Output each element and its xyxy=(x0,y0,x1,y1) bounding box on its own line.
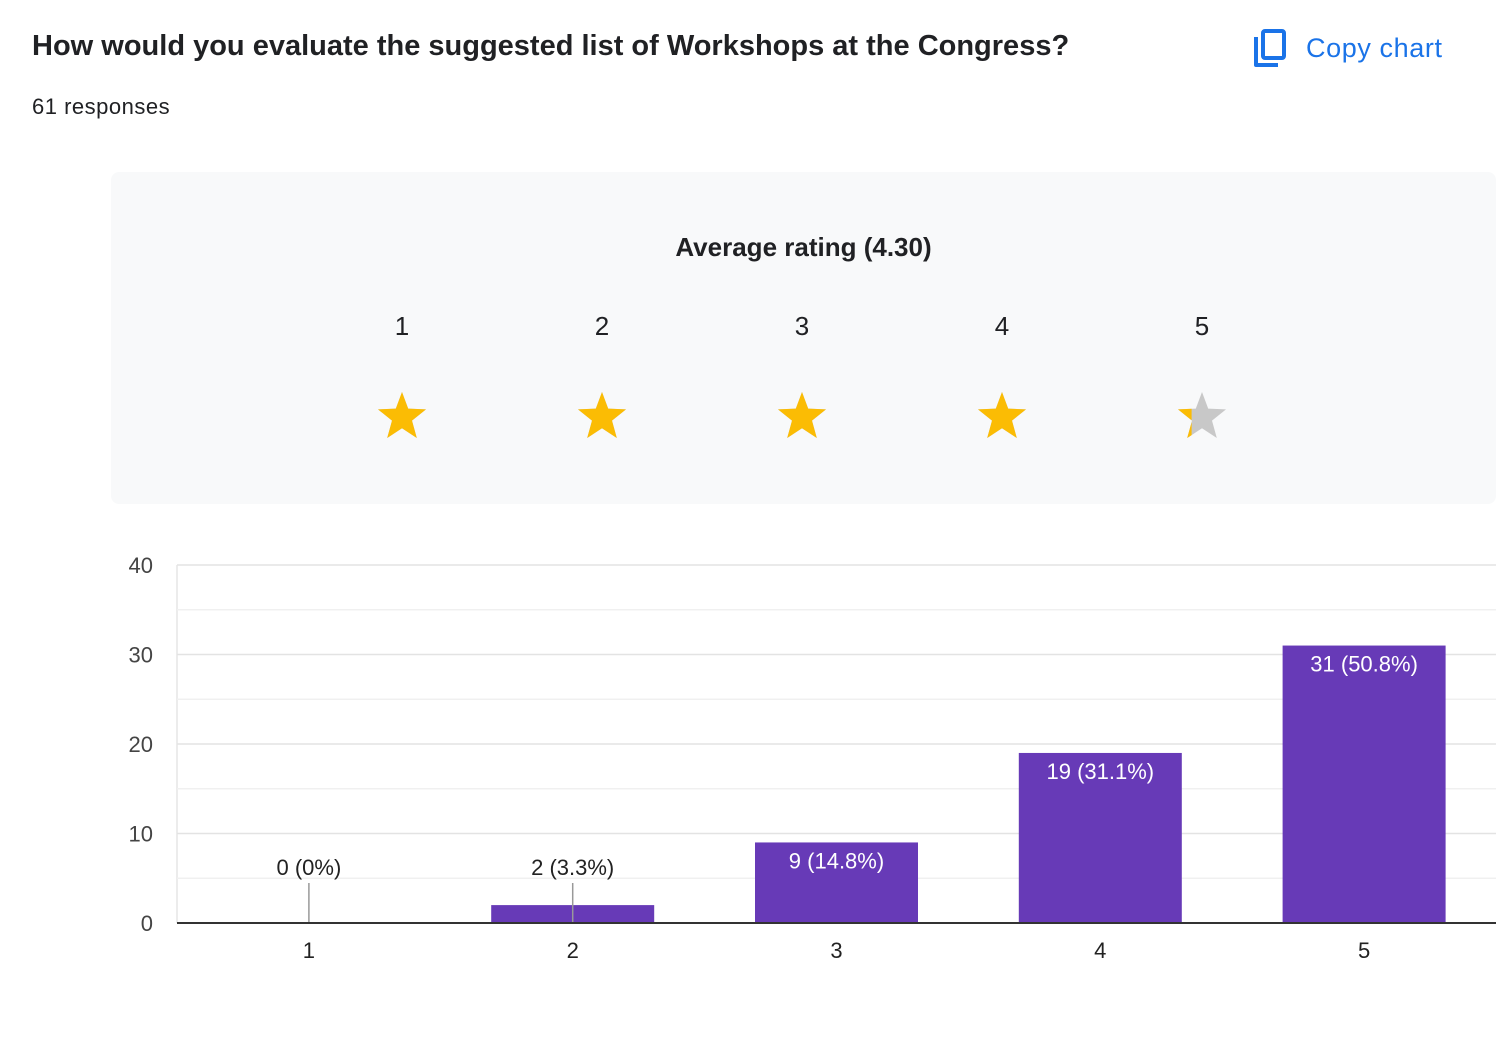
bar-data-label: 9 (14.8%) xyxy=(789,848,884,873)
star-column: 3 xyxy=(762,306,842,440)
star-icon xyxy=(778,392,826,438)
star-number-label: 5 xyxy=(1194,311,1210,341)
bar xyxy=(755,842,918,923)
response-count: 61 responses xyxy=(32,94,171,119)
y-tick-label: 40 xyxy=(129,553,153,578)
y-tick-label: 0 xyxy=(141,911,153,936)
average-rating-title: Average rating (4.30) xyxy=(675,232,932,262)
star-icon xyxy=(578,392,626,438)
bar xyxy=(1282,645,1446,923)
star-number-label: 4 xyxy=(994,311,1010,341)
star-column: 4 xyxy=(962,306,1042,440)
question-title: How would you evaluate the suggested lis… xyxy=(32,30,1070,62)
average-rating-panel: Average rating (4.30) 1 2 3 4 5 xyxy=(111,172,1496,504)
bar-data-label: 0 (0%) xyxy=(277,855,342,880)
star-icon xyxy=(1178,392,1226,438)
y-tick-label: 10 xyxy=(129,822,153,847)
star-icon xyxy=(378,392,426,438)
star-column: 5 xyxy=(1162,306,1242,440)
bar xyxy=(1018,752,1182,923)
y-tick-label: 30 xyxy=(129,643,153,668)
star-number-label: 1 xyxy=(394,311,410,341)
star-icon xyxy=(978,392,1026,438)
bar-chart: 0 10 20 30 40 0 (0%) 1 2 (3.3%) 2 9 (14.8%) 3 19 (3… xyxy=(129,553,1496,963)
star-column: 1 xyxy=(362,306,442,440)
copy-chart-label: Copy chart xyxy=(1306,32,1443,63)
copy-chart-button[interactable]: Copy chart xyxy=(1252,24,1443,72)
x-tick-label: 2 xyxy=(567,938,579,963)
bar-data-label: 2 (3.3%) xyxy=(531,855,614,880)
x-tick-label: 1 xyxy=(303,938,315,963)
x-tick-label: 5 xyxy=(1358,938,1370,963)
star-number-label: 3 xyxy=(794,311,810,341)
x-tick-label: 3 xyxy=(830,938,842,963)
bar-data-label: 31 (50.8%) xyxy=(1310,652,1418,677)
x-tick-label: 4 xyxy=(1094,938,1106,963)
y-tick-label: 20 xyxy=(129,732,153,757)
bar-data-label: 19 (31.1%) xyxy=(1046,759,1154,784)
star-column: 2 xyxy=(562,306,642,440)
star-number-label: 2 xyxy=(594,311,610,341)
copy-icon xyxy=(1254,29,1286,67)
